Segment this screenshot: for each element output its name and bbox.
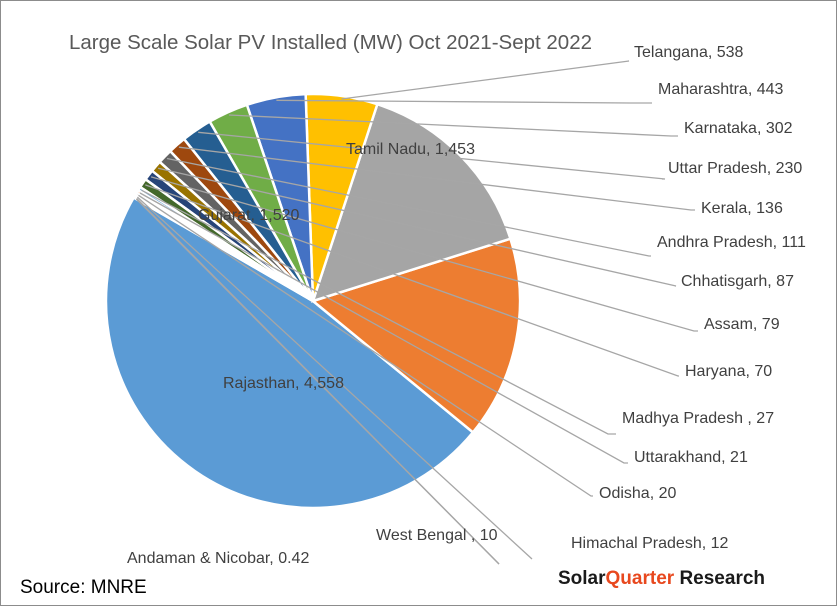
leader-line-uttarakhand [139,192,628,464]
data-label-haryana: Haryana, 70 [685,363,772,380]
leader-line-karnataka [229,114,678,137]
data-label-himachal-pradesh: Himachal Pradesh, 12 [571,535,729,552]
leader-line-kerala [178,146,695,211]
data-label-maharashtra: Maharashtra, 443 [658,81,784,98]
leader-line-chhatisgarh [157,167,677,287]
data-label-west-bengal: West Bengal , 10 [376,527,498,544]
data-label-andhra-pradesh: Andhra Pradesh, 111 [657,234,806,251]
leader-line-assam [150,176,698,332]
data-label-andaman-and-nicobar: Andaman & Nicobar, 0.42 [127,550,309,567]
pie-slice-andaman-and-nicobar [132,195,314,303]
leader-line-uttar-pradesh [198,131,666,180]
data-labels: Rajasthan, 4,558 Gujarat, 1,520 Tamil Nadu… [127,44,806,567]
data-label-rajasthan: Rajasthan, 4,558 [223,375,344,392]
data-label-uttarakhand: Uttarakhand, 21 [634,449,748,466]
leader-line-madhya-pradesh [141,189,616,435]
brand-logo: SolarQuarter Research [558,568,765,590]
leader-line-haryana [145,184,679,377]
data-label-uttar-pradesh: Uttar Pradesh, 230 [668,160,802,177]
leader-line-telangana [341,60,630,100]
brand-word-solar: Solar [558,568,606,589]
brand-word-research: Research [674,568,766,589]
chart-title: Large Scale Solar PV Installed (MW) Oct … [69,31,593,54]
leader-line-maharashtra [276,99,652,104]
data-label-assam: Assam, 79 [704,316,780,333]
source-note: Source: MNRE [20,577,147,598]
leader-line-himachal-pradesh [136,196,533,560]
data-label-gujarat: Gujarat, 1,520 [198,207,300,224]
data-label-madhya-pradesh: Madhya Pradesh , 27 [622,410,774,427]
data-label-chhatisgarh: Chhatisgarh, 87 [681,273,794,290]
pie-slice-gujarat [310,237,522,435]
data-label-telangana: Telangana, 538 [634,44,744,61]
data-label-kerala: Kerala, 136 [701,200,783,217]
data-label-karnataka: Karnataka, 302 [684,120,793,137]
data-label-odisha: Odisha, 20 [599,485,676,502]
leader-line-andhra-pradesh [166,157,651,257]
leader-line-andaman-and-nicobar [135,198,500,565]
leader-line-odisha [138,194,593,497]
data-label-tamil-nadu: Tamil Nadu, 1,453 [346,141,475,158]
leader-lines [135,60,698,565]
brand-word-quarter: Quarter [605,568,675,589]
